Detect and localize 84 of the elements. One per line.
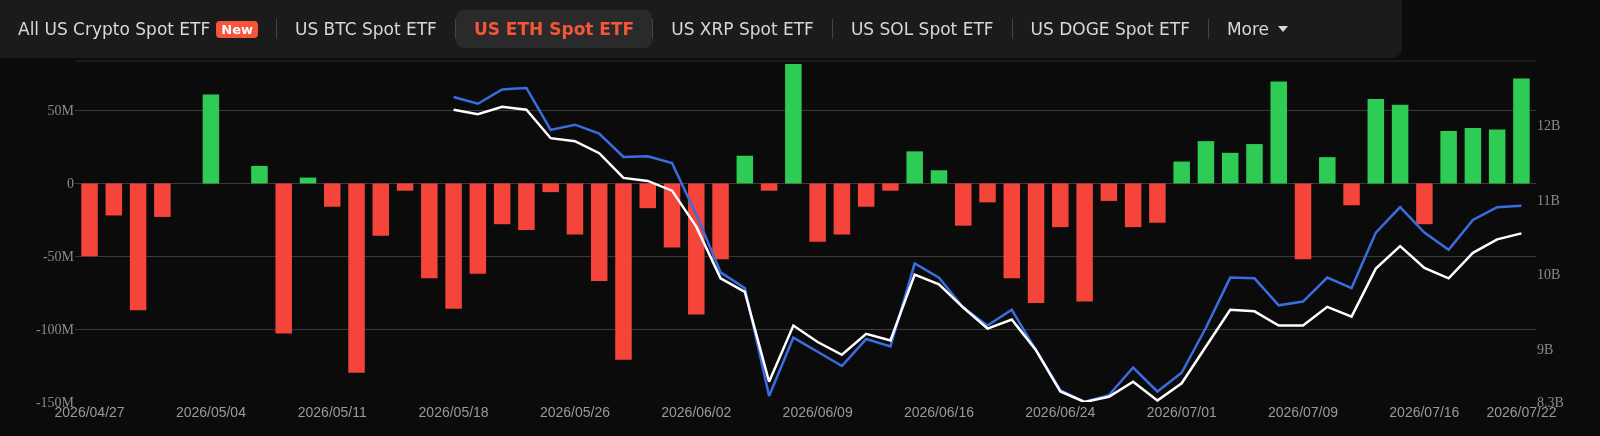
bar bbox=[1319, 157, 1336, 184]
bar bbox=[663, 183, 681, 248]
x-tick-label: 2026/07/16 bbox=[1389, 404, 1460, 420]
text: US BTC Spot ETF bbox=[294, 19, 437, 39]
x-tick-label: 2026/07/09 bbox=[1267, 404, 1339, 420]
bar bbox=[372, 183, 390, 236]
text: US DOGE Spot ETF bbox=[1030, 19, 1190, 39]
bar bbox=[979, 183, 996, 203]
bar bbox=[809, 183, 826, 242]
bar bbox=[566, 183, 584, 235]
bar bbox=[955, 183, 972, 226]
bar bbox=[590, 183, 608, 282]
bar bbox=[615, 183, 632, 360]
bar bbox=[1100, 183, 1118, 201]
y-tick-label: 50M bbox=[47, 103, 75, 119]
bar bbox=[1464, 128, 1482, 184]
bar bbox=[348, 183, 365, 373]
y2-tick-label: 9B bbox=[1537, 342, 1554, 358]
bar bbox=[1294, 183, 1312, 260]
bar bbox=[1124, 183, 1142, 228]
bar bbox=[1367, 98, 1385, 184]
bar bbox=[712, 183, 729, 260]
x-tick-label: 2026/05/11 bbox=[297, 404, 367, 420]
bar bbox=[760, 183, 778, 191]
bar bbox=[1052, 183, 1069, 228]
bar bbox=[518, 183, 535, 231]
bar bbox=[1391, 104, 1409, 184]
bar bbox=[639, 183, 656, 209]
y2-tick-label: 11B bbox=[1537, 192, 1560, 208]
bar bbox=[1221, 152, 1239, 184]
bar bbox=[785, 63, 802, 184]
bar bbox=[275, 183, 292, 334]
bar bbox=[882, 183, 899, 191]
bar bbox=[1440, 130, 1457, 184]
bar bbox=[1027, 183, 1045, 303]
bar bbox=[1513, 78, 1530, 184]
bar bbox=[1246, 144, 1263, 184]
bar bbox=[857, 183, 875, 207]
bar bbox=[421, 183, 438, 279]
bar bbox=[1076, 183, 1093, 302]
bar bbox=[202, 94, 220, 184]
bar bbox=[1149, 183, 1166, 223]
y-tick-label: -100M bbox=[35, 322, 75, 338]
bar bbox=[1343, 183, 1360, 206]
text: More bbox=[1226, 19, 1270, 39]
bar bbox=[1488, 129, 1506, 184]
bar bbox=[833, 183, 851, 235]
text: US ETH Spot ETF bbox=[473, 19, 635, 39]
bar bbox=[81, 183, 98, 257]
bar bbox=[396, 183, 414, 191]
x-tick-label: 2026/06/24 bbox=[1025, 404, 1096, 420]
x-tick-label: 2026/07/01 bbox=[1146, 404, 1217, 420]
bar bbox=[1003, 183, 1021, 279]
bar bbox=[324, 183, 341, 207]
bar bbox=[688, 183, 705, 315]
text: US SOL Spot ETF bbox=[850, 19, 994, 39]
bar bbox=[736, 155, 754, 184]
y-tick-label: 0 bbox=[67, 176, 74, 192]
x-tick-label: 2026/06/16 bbox=[903, 404, 975, 420]
bar bbox=[1173, 161, 1190, 184]
bar bbox=[1270, 81, 1287, 184]
bar bbox=[930, 170, 948, 184]
bar bbox=[542, 183, 559, 193]
bar bbox=[469, 183, 487, 274]
x-tick-label: 2026/05/18 bbox=[418, 404, 489, 420]
bar bbox=[906, 151, 923, 184]
text: New bbox=[216, 20, 258, 38]
bar bbox=[493, 183, 511, 225]
y2-tick-label: 12B bbox=[1537, 117, 1561, 133]
x-tick-label: 2026/06/02 bbox=[661, 404, 732, 420]
bar bbox=[154, 183, 171, 217]
x-tick-label: 2026/05/04 bbox=[175, 404, 247, 420]
text: All US Crypto Spot ETF bbox=[18, 19, 211, 39]
y-tick-label: -50M bbox=[42, 249, 75, 265]
y2-tick-label: 10B bbox=[1537, 267, 1561, 283]
bar bbox=[251, 165, 268, 184]
x-tick-label: 2026/05/26 bbox=[539, 404, 611, 420]
x-tick-label: 2026/06/09 bbox=[782, 404, 853, 420]
text: US XRP Spot ETF bbox=[671, 19, 814, 39]
bar bbox=[445, 183, 462, 309]
bar bbox=[1416, 183, 1433, 225]
bar bbox=[1197, 141, 1215, 184]
bar bbox=[129, 183, 147, 311]
bar bbox=[105, 183, 123, 216]
